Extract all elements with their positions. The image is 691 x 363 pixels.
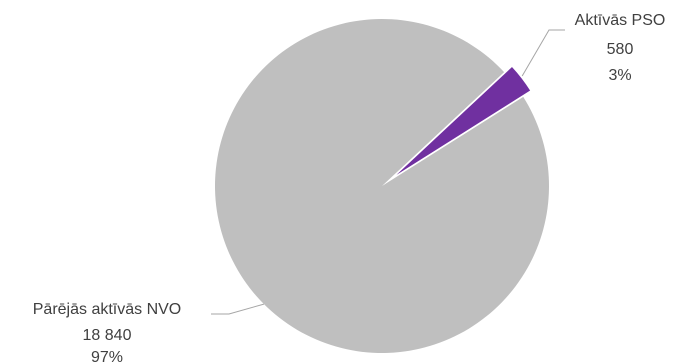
data-label-parejas-aktivas-nvo-percent: 97%	[91, 349, 123, 363]
data-label-aktivas-pso-value: 580	[607, 41, 634, 58]
leader-line-aktivas-pso	[521, 29, 565, 77]
pie-slice-parejas-aktivas-nvo	[214, 18, 549, 353]
pie-slice-aktivas-pso	[389, 64, 533, 181]
data-label-aktivas-pso-percent: 3%	[608, 67, 631, 84]
data-label-parejas-aktivas-nvo-value: 18 840	[83, 327, 132, 344]
leader-line-parejas-aktivas-nvo	[211, 303, 265, 315]
data-label-parejas-aktivas-nvo-name: Pārējās aktīvās NVO	[33, 301, 182, 318]
data-label-aktivas-pso-name: Aktīvās PSO	[575, 12, 666, 29]
